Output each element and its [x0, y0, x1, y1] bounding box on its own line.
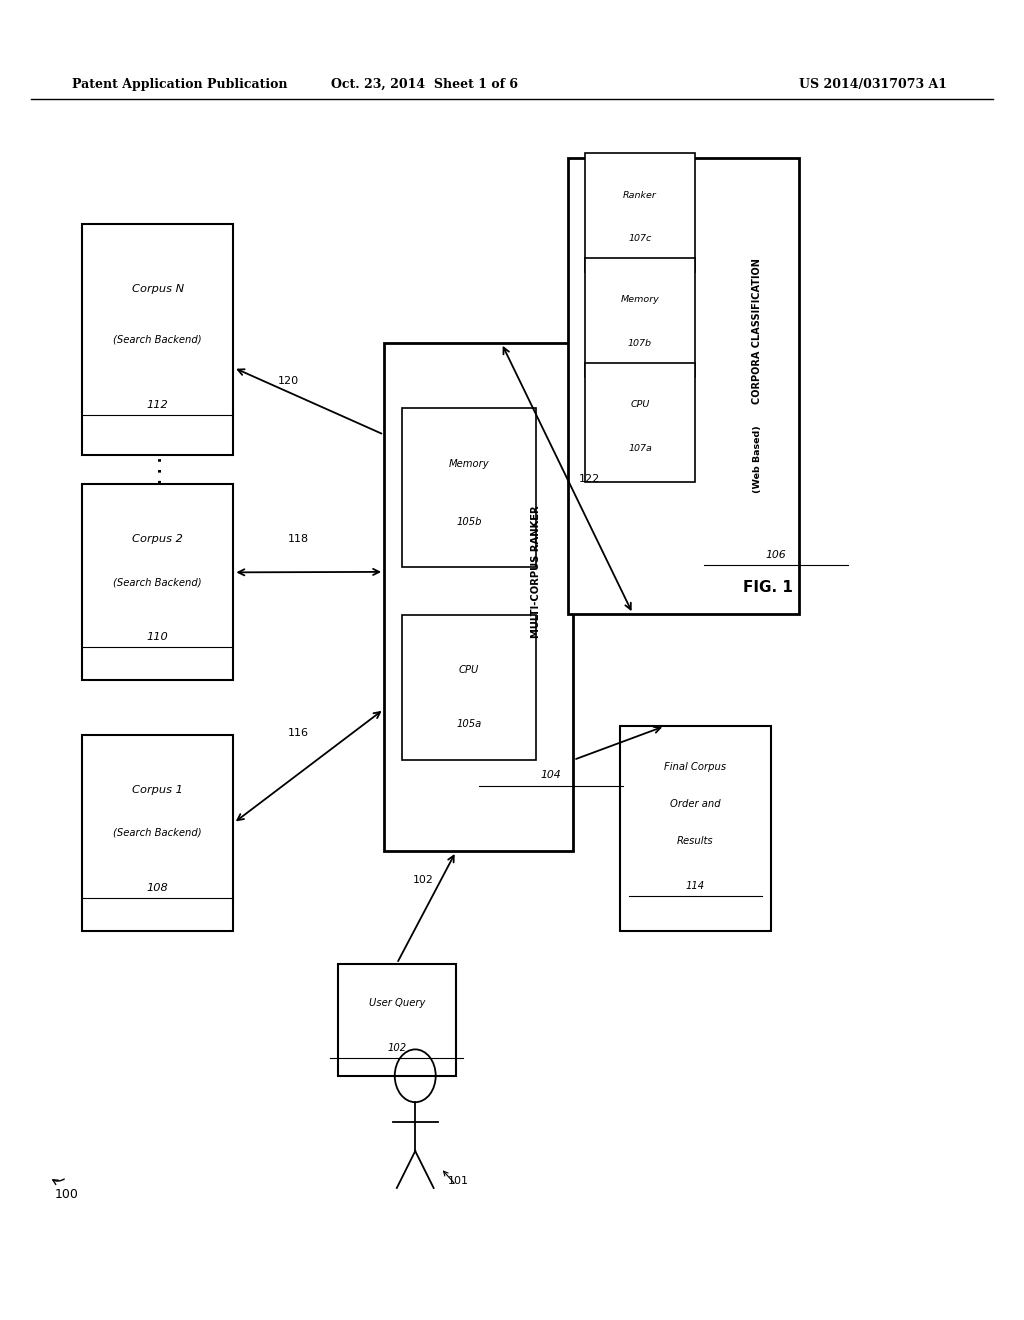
Text: 106: 106 [765, 549, 786, 560]
Text: 114: 114 [686, 880, 705, 891]
Text: 118: 118 [288, 535, 309, 544]
Text: 107a: 107a [628, 444, 652, 453]
Bar [82, 735, 233, 931]
Text: Corpus 1: Corpus 1 [132, 785, 183, 795]
Text: 122: 122 [579, 474, 600, 483]
Text: 102: 102 [387, 1043, 407, 1053]
Text: (Search Backend): (Search Backend) [114, 577, 202, 587]
Text: 105a: 105a [457, 718, 481, 729]
Text: CORPORA CLASSIFICATION: CORPORA CLASSIFICATION [753, 259, 762, 404]
Text: 120: 120 [278, 376, 299, 387]
Text: User Query: User Query [369, 998, 425, 1008]
Text: 107b: 107b [628, 339, 652, 348]
Text: Final Corpus: Final Corpus [665, 762, 726, 772]
Text: . . .: . . . [151, 457, 165, 483]
Text: (Search Backend): (Search Backend) [114, 335, 202, 345]
Text: 116: 116 [288, 729, 309, 738]
Text: MULTI-CORPUS RANKER: MULTI-CORPUS RANKER [530, 506, 541, 638]
Bar [568, 158, 799, 614]
Text: Order and: Order and [670, 799, 721, 809]
Bar [82, 484, 233, 680]
Text: 108: 108 [146, 883, 169, 892]
Bar [620, 726, 771, 931]
Text: CPU: CPU [631, 400, 649, 409]
Text: Oct. 23, 2014  Sheet 1 of 6: Oct. 23, 2014 Sheet 1 of 6 [332, 78, 518, 91]
Text: 112: 112 [146, 400, 169, 409]
Text: US 2014/0317073 A1: US 2014/0317073 A1 [799, 78, 947, 91]
Text: (Search Backend): (Search Backend) [114, 828, 202, 838]
Text: CPU: CPU [459, 665, 479, 675]
Text: Patent Application Publication: Patent Application Publication [72, 78, 287, 91]
Text: Ranker: Ranker [624, 190, 656, 199]
Bar [585, 363, 695, 482]
Text: FIG. 1: FIG. 1 [743, 579, 793, 595]
Bar [402, 408, 536, 566]
Text: 104: 104 [541, 770, 561, 780]
Bar [338, 964, 456, 1076]
Text: Memory: Memory [449, 459, 489, 469]
Bar [82, 224, 233, 455]
Text: 101: 101 [449, 1176, 469, 1187]
Bar [585, 259, 695, 378]
Text: Memory: Memory [621, 296, 659, 305]
Text: Corpus N: Corpus N [132, 284, 183, 294]
Bar [585, 153, 695, 272]
Text: 110: 110 [146, 632, 169, 642]
Text: 105b: 105b [457, 517, 481, 528]
Bar [384, 343, 573, 851]
Text: 102: 102 [413, 875, 433, 886]
Text: 107c: 107c [629, 235, 651, 243]
Bar [402, 615, 536, 760]
Text: (Web Based): (Web Based) [753, 425, 762, 492]
Text: Results: Results [677, 836, 714, 846]
Text: 100: 100 [54, 1188, 79, 1201]
Text: Corpus 2: Corpus 2 [132, 535, 183, 544]
